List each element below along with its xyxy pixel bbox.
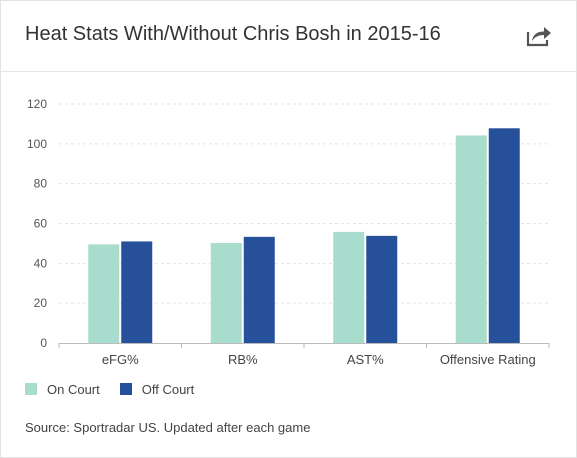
x-category-label: Offensive Rating: [440, 352, 536, 367]
card-header: Heat Stats With/Without Chris Bosh in 20…: [1, 1, 576, 72]
share-arrow-icon: [526, 27, 551, 47]
x-category-label: RB%: [228, 352, 258, 367]
bar[interactable]: [333, 231, 365, 343]
legend-label-on-court: On Court: [47, 381, 100, 397]
legend-swatch-off-court: [119, 383, 132, 395]
y-tick-label: 40: [34, 256, 48, 270]
y-tick-label: 100: [27, 137, 47, 151]
legend-swatch-on-court: [25, 383, 37, 395]
y-tick-label: 20: [34, 296, 48, 310]
source-note: Source: Sportradar US. Updated after eac…: [25, 420, 311, 435]
bar[interactable]: [366, 235, 398, 343]
x-category-label: AST%: [347, 352, 384, 367]
bar[interactable]: [455, 135, 487, 343]
share-button[interactable]: [525, 23, 553, 49]
bar[interactable]: [488, 128, 520, 343]
legend-item-off-court[interactable]: Off Court: [119, 381, 195, 397]
chart-title: Heat Stats With/Without Chris Bosh in 20…: [25, 23, 441, 45]
legend-item-on-court[interactable]: On Court: [25, 382, 100, 397]
legend: On Court Off Court: [25, 381, 194, 397]
legend-label-off-court: Off Court: [141, 381, 195, 397]
x-category-label: eFG%: [102, 352, 139, 367]
bar-chart: 0 20 40 60 80 100 120 eFG% RB% AST% Offensive Rati…: [27, 97, 550, 367]
y-tick-label: 60: [34, 217, 48, 231]
bar[interactable]: [243, 236, 275, 343]
bar[interactable]: [121, 241, 153, 343]
y-tick-label: 80: [34, 177, 48, 191]
bar[interactable]: [210, 243, 242, 343]
y-tick-label: 120: [27, 97, 47, 111]
bar[interactable]: [88, 244, 120, 343]
y-tick-label: 0: [40, 336, 47, 350]
